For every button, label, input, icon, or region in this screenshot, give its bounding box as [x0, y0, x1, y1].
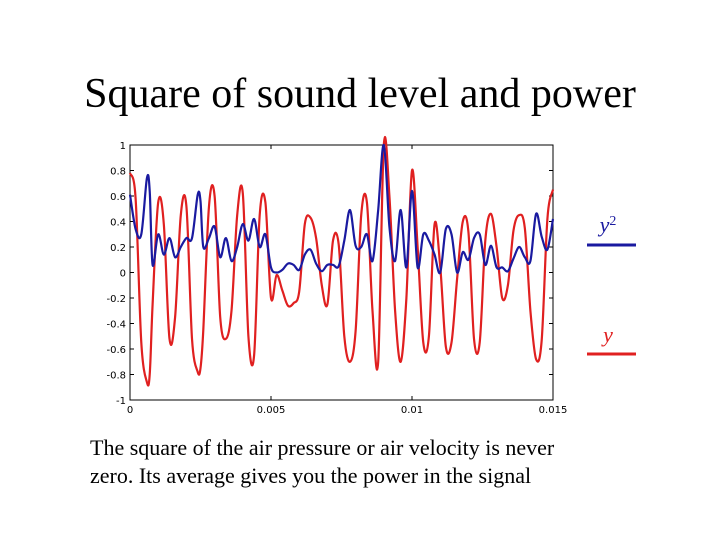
y-tick-label: 0 [120, 269, 126, 280]
y-tick-label: 0.4 [110, 218, 126, 229]
legend-label-y-squared: y2 [598, 212, 617, 237]
y-tick-label: -1 [116, 396, 126, 407]
y-tick-label: -0.4 [106, 320, 126, 331]
caption-line-2: zero. Its average gives you the power in… [90, 463, 532, 488]
y-tick-label: 1 [120, 141, 126, 152]
caption-line-1: The square of the air pressure or air ve… [90, 435, 555, 460]
legend-superscript: 2 [609, 214, 616, 229]
y-tick-label: -0.8 [106, 371, 126, 382]
chart-series [128, 136, 555, 387]
slide-caption: The square of the air pressure or air ve… [90, 434, 650, 490]
chart-legend: y y2 [587, 212, 636, 356]
series-y-squared-line [128, 143, 555, 275]
series-y-line [128, 136, 555, 387]
slide-title: Square of sound level and power [84, 71, 636, 117]
chart-ticks: 10.80.60.40.20-0.2-0.4-0.6-0.8-10 0.005 0.… [106, 141, 567, 416]
x-tick-label: 0.005 [257, 405, 286, 416]
y-tick-label: 0.8 [110, 167, 126, 178]
y-tick-label: 0.2 [110, 243, 126, 254]
legend-label-y: y [601, 322, 613, 347]
y-tick-label: 0.6 [110, 192, 126, 203]
x-tick-label: 0 [127, 405, 133, 416]
x-tick-label: 0.015 [539, 405, 568, 416]
y-tick-label: -0.6 [106, 345, 126, 356]
x-tick-label: 0.01 [401, 405, 423, 416]
y-tick-label: -0.2 [106, 294, 126, 305]
